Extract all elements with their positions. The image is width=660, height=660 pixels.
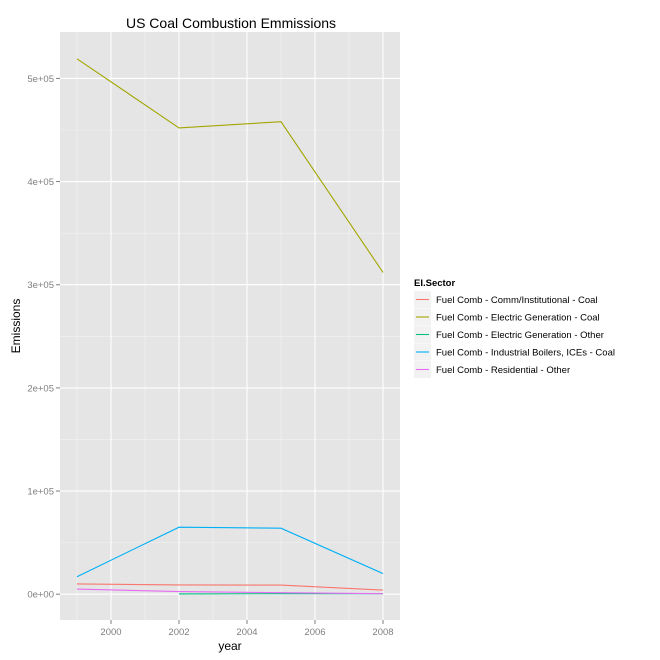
y-tick-label: 5e+05 bbox=[27, 74, 54, 85]
x-axis: 2000 2002 2004 2006 2008 bbox=[100, 620, 394, 638]
series-layer bbox=[76, 58, 384, 595]
legend-label-4: Fuel Comb - Industrial Boilers, ICEs - C… bbox=[436, 348, 615, 359]
y-tick-label: 3e+05 bbox=[27, 280, 54, 291]
legend-label-3: Fuel Comb - Electric Generation - Other bbox=[436, 330, 604, 341]
legend-label-1: Fuel Comb - Comm/Institutional - Coal bbox=[436, 295, 598, 306]
legend-title: EI.Sector bbox=[414, 278, 455, 289]
legend-label-2: Fuel Comb - Electric Generation - Coal bbox=[436, 313, 600, 324]
x-tick-label: 2008 bbox=[372, 627, 393, 638]
legend-label-5: Fuel Comb - Residential - Other bbox=[436, 365, 570, 376]
y-tick-label: 2e+05 bbox=[27, 383, 54, 394]
grid-lines bbox=[60, 32, 400, 620]
y-tick-label: 4e+05 bbox=[27, 177, 54, 188]
series-line-2 bbox=[76, 58, 384, 273]
series-line-1 bbox=[76, 583, 384, 591]
chart-title: US Coal Combustion Emmissions bbox=[126, 15, 336, 31]
x-tick-label: 2004 bbox=[236, 627, 257, 638]
x-tick-label: 2000 bbox=[100, 627, 121, 638]
y-tick-label: 0e+00 bbox=[27, 590, 54, 601]
x-tick-label: 2002 bbox=[168, 627, 189, 638]
legend: EI.Sector Fuel Comb - Comm/Institutional… bbox=[414, 278, 615, 378]
series-line-5 bbox=[76, 588, 384, 595]
y-axis: 0e+00 1e+05 2e+05 3e+05 4e+05 5e+05 bbox=[27, 74, 60, 601]
y-tick-label: 1e+05 bbox=[27, 487, 54, 498]
x-axis-title: year bbox=[218, 639, 241, 653]
x-tick-label: 2006 bbox=[304, 627, 325, 638]
series-line-4 bbox=[76, 526, 384, 578]
y-axis-title: Emissions bbox=[9, 299, 23, 354]
